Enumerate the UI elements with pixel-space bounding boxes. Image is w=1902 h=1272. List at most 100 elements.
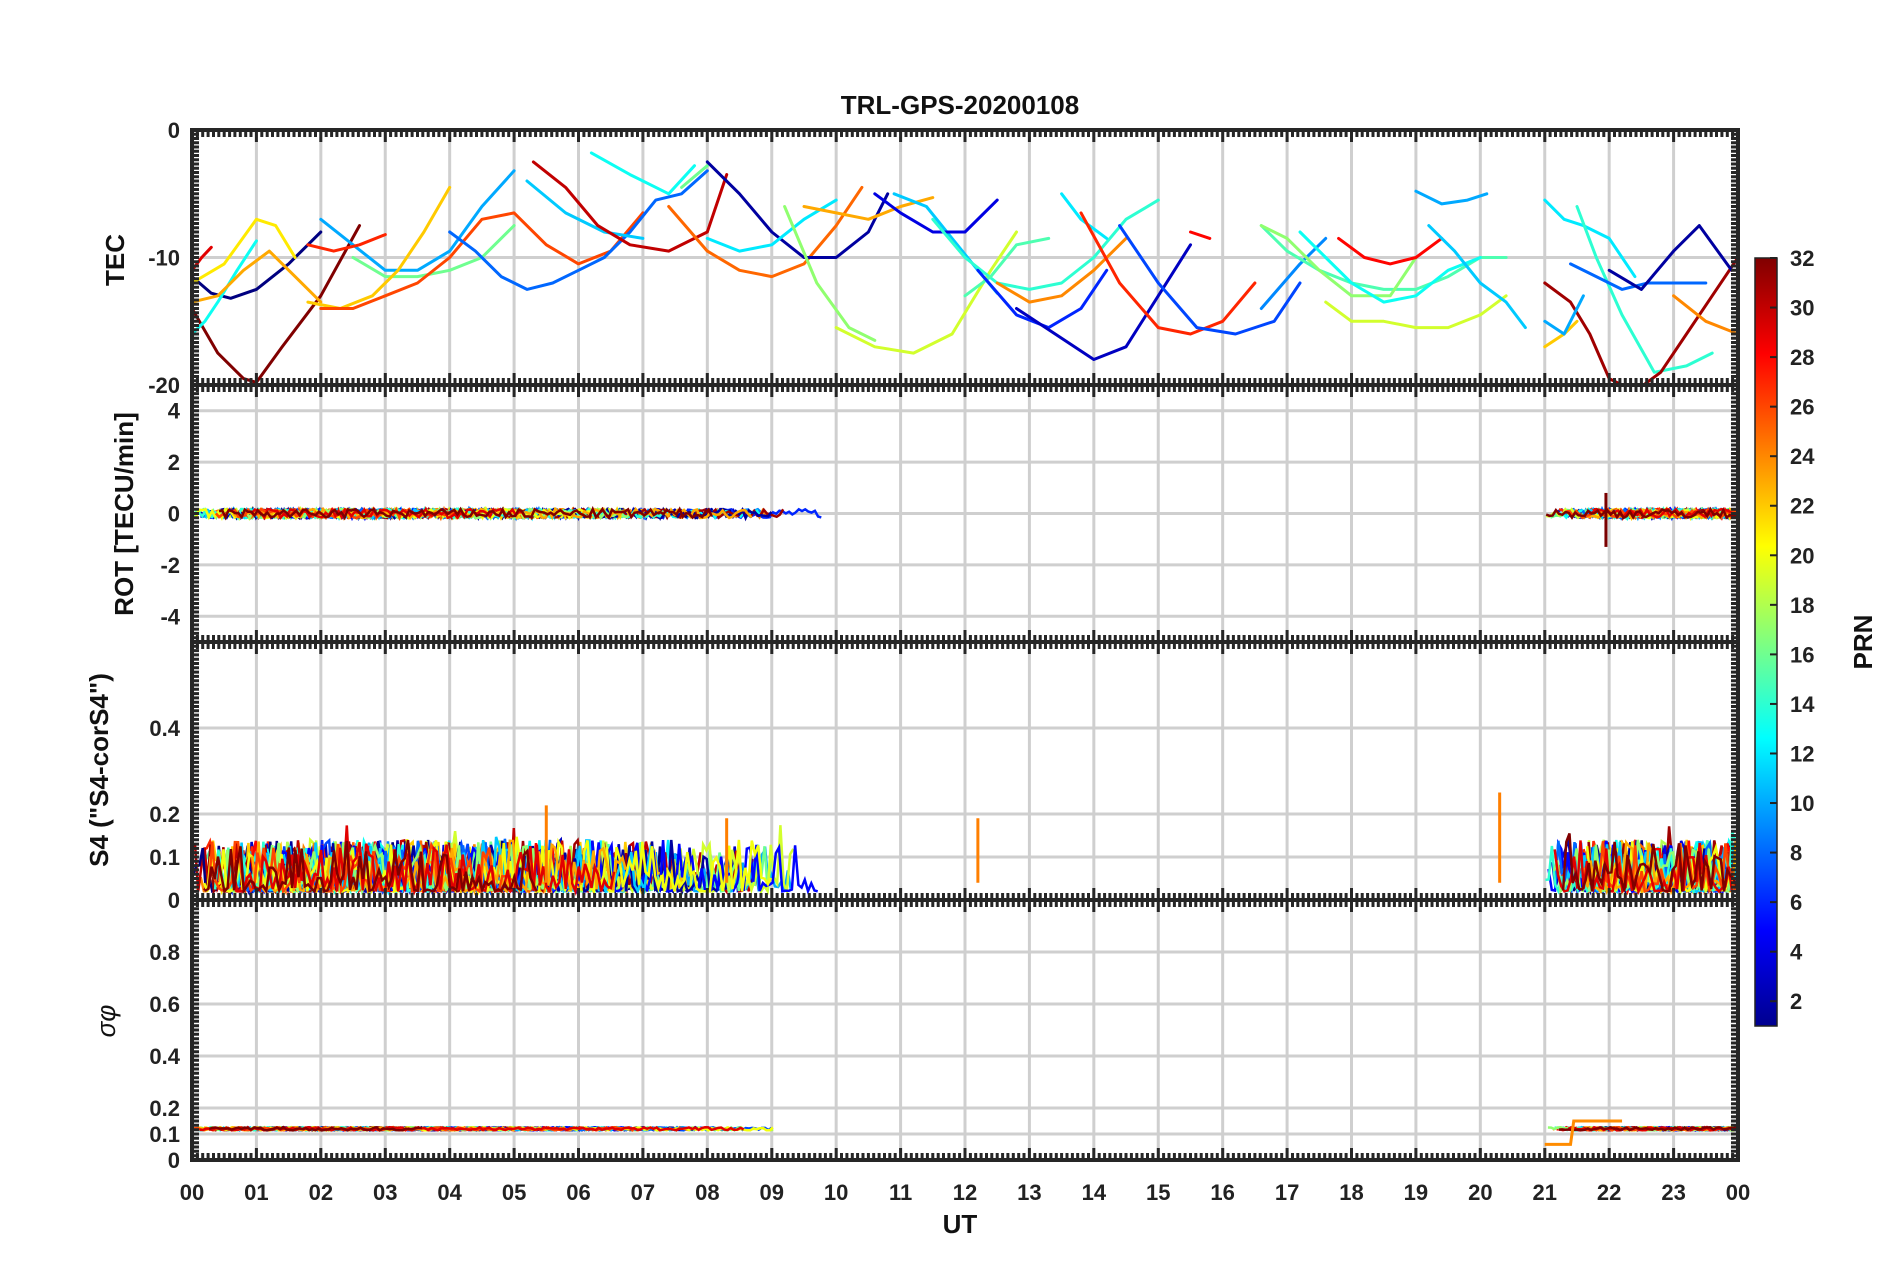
s4-trace bbox=[204, 839, 538, 895]
tec-prn-16 bbox=[680, 164, 709, 189]
x-tick-label: 05 bbox=[502, 1180, 526, 1205]
tec-prn-28 bbox=[1337, 236, 1444, 266]
panel-rot: 4 2 0 -2 -4 bbox=[160, 383, 1740, 644]
tec-prn-13 bbox=[1298, 230, 1482, 304]
tec-prn-19 bbox=[1324, 294, 1508, 330]
minor-ticks-sigma_phi bbox=[190, 898, 1740, 1162]
y-tick-label-rot: 2 bbox=[168, 450, 180, 475]
panel-tec: 0 -10 -20 bbox=[148, 118, 1740, 398]
y-tick-label-sigma_phi: 0.1 bbox=[149, 1122, 180, 1147]
colorbar-tick-label: 28 bbox=[1790, 345, 1814, 370]
colorbar-tick-label: 12 bbox=[1790, 741, 1814, 766]
chart-title: TRL-GPS-20200108 bbox=[841, 90, 1079, 120]
y-tick-label-rot: 0 bbox=[168, 502, 180, 527]
x-tick-label: 18 bbox=[1339, 1180, 1363, 1205]
colorbar-tick-label: 24 bbox=[1790, 444, 1815, 469]
tec-prn-12 bbox=[705, 198, 838, 253]
y-tick-label-sigma_phi: 0.2 bbox=[149, 1096, 180, 1121]
x-tick-label: 03 bbox=[373, 1180, 397, 1205]
panel-s4: 0.4 0.2 0.1 0 bbox=[149, 640, 1740, 913]
tec-prn-13 bbox=[190, 239, 258, 336]
colorbar-tick-label: 4 bbox=[1790, 940, 1803, 965]
sigma_phi-trace bbox=[1558, 1125, 1737, 1132]
x-tick-label: 02 bbox=[309, 1180, 333, 1205]
minor-ticks-tec bbox=[190, 128, 1740, 387]
tec-prn-30 bbox=[531, 160, 729, 253]
minor-ticks-s4 bbox=[190, 640, 1740, 902]
x-axis-label: UT bbox=[943, 1209, 978, 1239]
colorbar-tick-label: 22 bbox=[1790, 494, 1814, 519]
x-tick-label: 10 bbox=[824, 1180, 848, 1205]
y-tick-label-sigma_phi: 0.8 bbox=[149, 940, 180, 965]
tec-prn-17 bbox=[783, 205, 877, 342]
tec-prn-2 bbox=[1607, 224, 1734, 291]
tec-prn-26 bbox=[319, 211, 645, 310]
tec-prn-8 bbox=[448, 169, 709, 291]
y-tick-label-rot: 4 bbox=[168, 399, 181, 424]
x-tick-label: 00 bbox=[1726, 1180, 1750, 1205]
x-tick-label: 19 bbox=[1404, 1180, 1428, 1205]
tec-prn-17 bbox=[1259, 224, 1418, 298]
panel-sigma-phi: 0.8 0.6 0.4 0.20.10 bbox=[149, 898, 1740, 1173]
x-tick-label: 15 bbox=[1146, 1180, 1170, 1205]
tec-prn-28 bbox=[1189, 230, 1212, 240]
x-axis-ticks: 00 01 02 03 04 05 06 07 08 09 10 11 12 13 14 15 16 17 18 19… bbox=[180, 1180, 1750, 1205]
tec-prn-14 bbox=[1575, 205, 1714, 374]
y-tick-label-sigma_phi: 0 bbox=[168, 1148, 180, 1173]
y-tick-label-s4: 0.2 bbox=[149, 802, 180, 827]
tec-prn-10 bbox=[1543, 294, 1585, 336]
x-tick-label: 22 bbox=[1597, 1180, 1621, 1205]
tec-prn-12 bbox=[1060, 192, 1109, 240]
tec-prn-27 bbox=[1079, 211, 1257, 336]
sigma-step bbox=[1544, 1119, 1623, 1146]
x-tick-label: 08 bbox=[695, 1180, 719, 1205]
tec-prn-10 bbox=[319, 169, 516, 272]
tec-prn-15 bbox=[1259, 224, 1508, 291]
tec-prn-19 bbox=[834, 230, 1018, 355]
y-label-s4: S4 ("S4-corS4") bbox=[84, 673, 114, 867]
x-tick-label: 11 bbox=[889, 1180, 912, 1205]
x-tick-label: 23 bbox=[1661, 1180, 1685, 1205]
y-tick-label-rot: -2 bbox=[160, 553, 180, 578]
x-tick-label: 14 bbox=[1082, 1180, 1107, 1205]
y-tick-label-tec: -10 bbox=[148, 246, 180, 271]
tec-prn-27 bbox=[306, 233, 387, 253]
colorbar-tick-label: 6 bbox=[1790, 890, 1802, 915]
tec-prn-1 bbox=[190, 230, 323, 300]
tec-prn-16 bbox=[351, 224, 516, 279]
tec-prn-24 bbox=[995, 236, 1128, 304]
minor-ticks-rot bbox=[190, 383, 1740, 644]
x-tick-label: 12 bbox=[953, 1180, 977, 1205]
x-tick-label: 17 bbox=[1275, 1180, 1299, 1205]
tec-prn-25 bbox=[667, 185, 864, 279]
tec-prn-21 bbox=[190, 217, 297, 285]
colorbar-tick-label: 26 bbox=[1790, 395, 1814, 420]
y-tick-label-s4: 0.1 bbox=[149, 845, 180, 870]
y-label-rot: ROT [TECU/min] bbox=[109, 412, 139, 616]
x-tick-label: 13 bbox=[1017, 1180, 1041, 1205]
y-label-tec: TEC bbox=[100, 234, 130, 286]
tec-prn-6 bbox=[976, 268, 1109, 330]
y-tick-label-rot: -4 bbox=[160, 604, 180, 629]
colorbar-tick-label: 18 bbox=[1790, 593, 1814, 618]
x-tick-label: 16 bbox=[1210, 1180, 1234, 1205]
tec-prn-11 bbox=[525, 179, 645, 240]
y-tick-label-tec: 0 bbox=[168, 118, 180, 143]
colorbar-tick-label: 2 bbox=[1790, 989, 1802, 1014]
x-tick-label: 21 bbox=[1533, 1180, 1557, 1205]
tec-prn-7 bbox=[1118, 224, 1302, 336]
y-tick-label-s4: 0.4 bbox=[149, 716, 180, 741]
x-tick-label: 20 bbox=[1468, 1180, 1492, 1205]
tec-prn-23 bbox=[802, 196, 935, 221]
colorbar-tick-label: 10 bbox=[1790, 791, 1814, 816]
tec-prn-4 bbox=[873, 192, 999, 234]
y-tick-label-sigma_phi: 0.6 bbox=[149, 992, 180, 1017]
x-tick-label: 01 bbox=[244, 1180, 268, 1205]
x-tick-label: 04 bbox=[437, 1180, 462, 1205]
colorbar-tick-label: 20 bbox=[1790, 543, 1814, 568]
tec-prn-23 bbox=[190, 249, 323, 304]
rot-trace bbox=[1545, 506, 1737, 520]
y-label-sigma-phi: σφ bbox=[91, 1005, 121, 1038]
x-tick-label: 00 bbox=[180, 1180, 204, 1205]
